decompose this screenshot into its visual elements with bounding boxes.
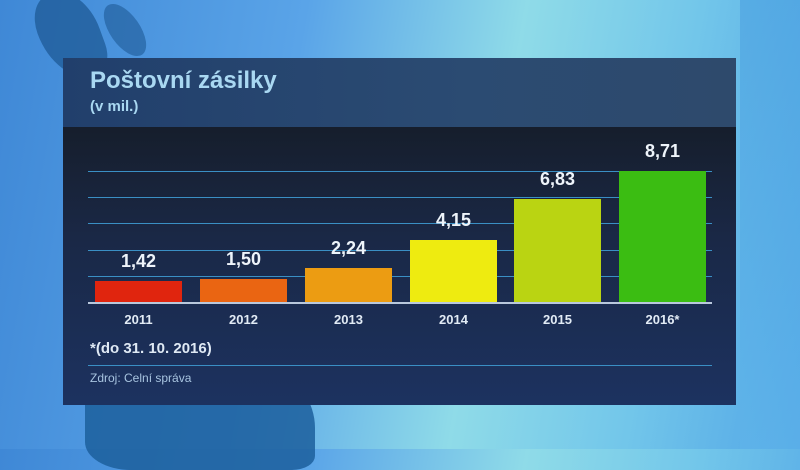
value-label: 4,15 xyxy=(435,210,472,230)
gridline xyxy=(88,276,712,277)
x-tick-label: 2012 xyxy=(229,312,258,327)
bar-2016 xyxy=(619,171,706,302)
bar-2014 xyxy=(410,240,497,302)
divider xyxy=(88,365,712,366)
plot-area: *(do 31. 10. 2016) Zdroj: Celní správa 1… xyxy=(63,127,736,405)
x-axis-baseline xyxy=(88,302,712,304)
value-label: 1,42 xyxy=(120,251,157,271)
value-label: 1,50 xyxy=(225,249,262,269)
x-tick-label: 2016* xyxy=(645,312,680,327)
bar-2012 xyxy=(200,279,287,302)
value-label: 8,71 xyxy=(644,141,681,161)
value-label: 6,83 xyxy=(539,169,576,189)
value-label: 2,24 xyxy=(330,238,367,258)
chart-header: Poštovní zásilky (v mil.) xyxy=(63,58,736,127)
chart-panel: Poštovní zásilky (v mil.) *(do 31. 10. 2… xyxy=(63,58,736,405)
gridline xyxy=(88,197,712,198)
gridline xyxy=(88,223,712,224)
bar-2011 xyxy=(95,281,182,302)
bar-2013 xyxy=(305,268,392,302)
x-tick-label: 2015 xyxy=(543,312,572,327)
chart-title: Poštovní zásilky xyxy=(90,67,277,94)
chart-subtitle: (v mil.) xyxy=(90,98,139,115)
x-tick-label: 2011 xyxy=(124,312,153,327)
bar-2015 xyxy=(514,199,601,302)
gridline xyxy=(88,250,712,251)
gridline xyxy=(88,171,712,172)
source-credit: Zdroj: Celní správa xyxy=(90,371,192,385)
x-tick-label: 2014 xyxy=(439,312,468,327)
x-tick-label: 2013 xyxy=(334,312,363,327)
footnote: *(do 31. 10. 2016) xyxy=(90,340,212,357)
background-glow xyxy=(740,0,800,449)
